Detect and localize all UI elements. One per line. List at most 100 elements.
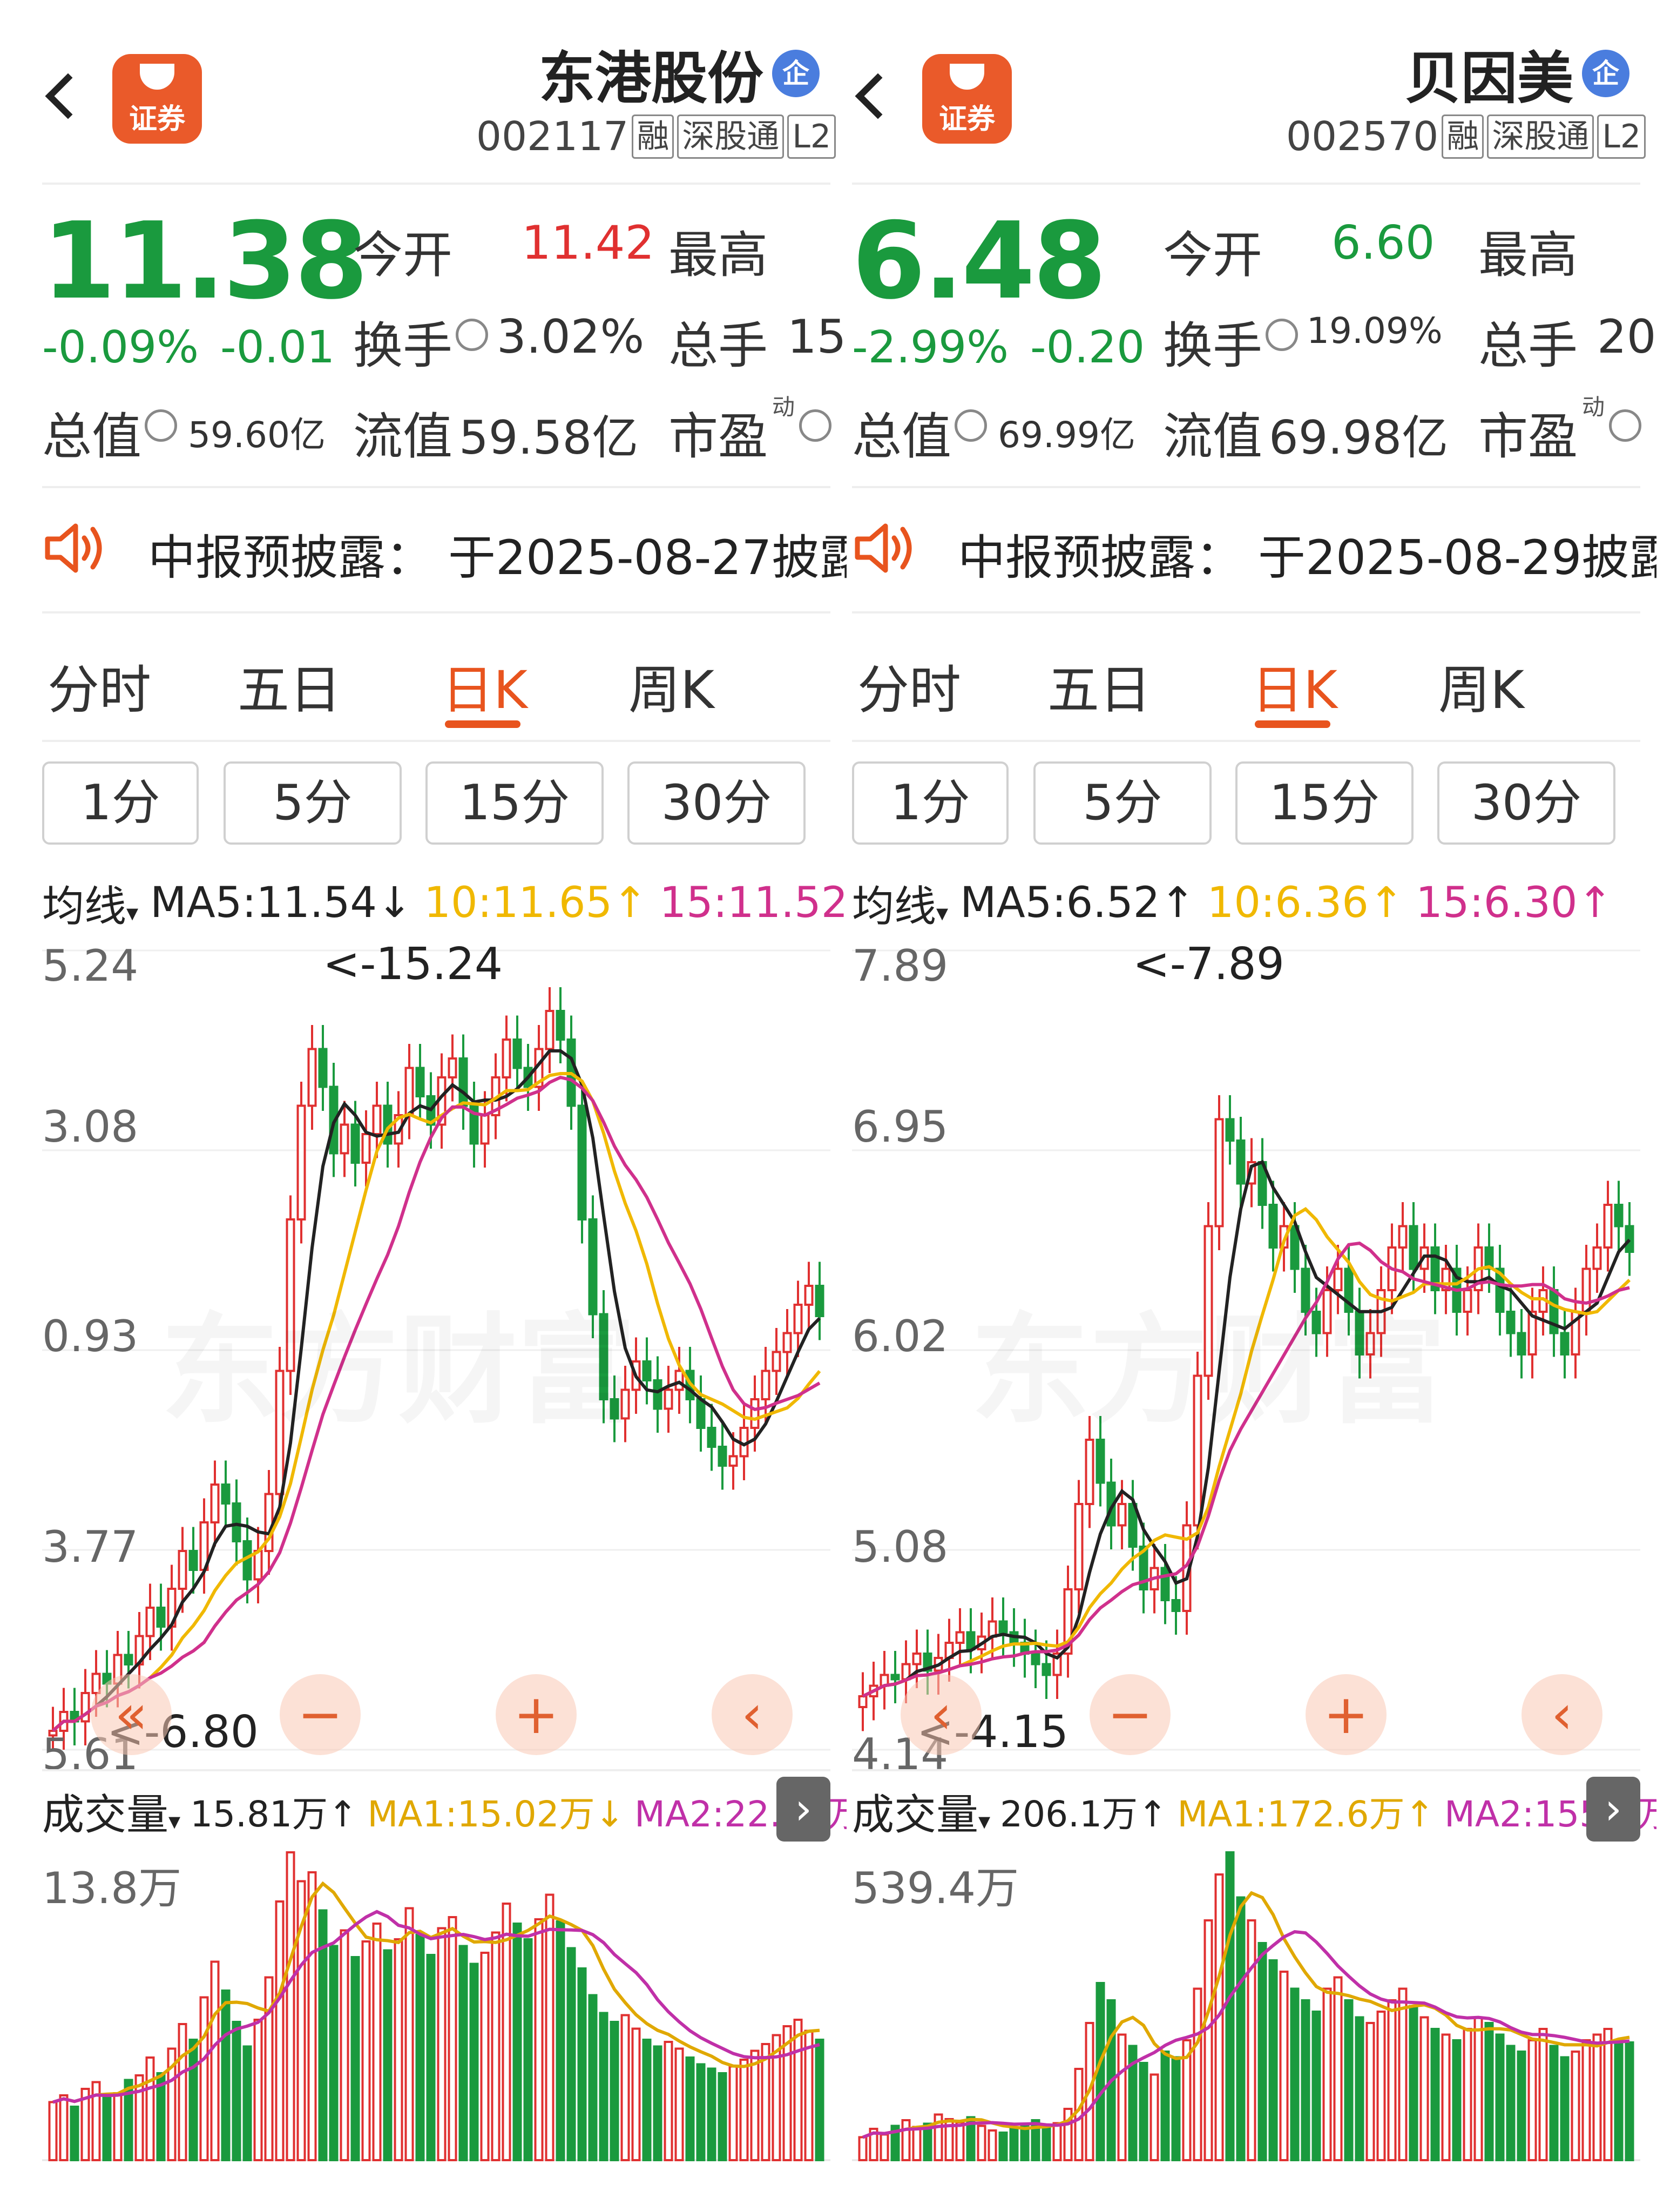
expand-arrow-icon[interactable]: › bbox=[1586, 1777, 1640, 1842]
info-icon[interactable] bbox=[456, 319, 488, 351]
back-arrow-icon[interactable] bbox=[45, 73, 91, 119]
back-arrow-icon[interactable] bbox=[855, 73, 901, 119]
volume-bar bbox=[329, 1945, 339, 2161]
period-30min-button[interactable]: 30分 bbox=[627, 761, 806, 845]
period-1min-button[interactable]: 1分 bbox=[852, 761, 1009, 845]
volume-bar bbox=[242, 2045, 252, 2162]
ma-selector[interactable]: 均线▾ bbox=[852, 882, 949, 931]
volume-bar bbox=[1473, 2016, 1483, 2161]
float-label: 流值 bbox=[1163, 408, 1263, 466]
securities-logo[interactable]: 证券 bbox=[112, 54, 202, 144]
volume-bar bbox=[1560, 2056, 1570, 2161]
tab-intraday[interactable]: 分时 bbox=[48, 660, 151, 720]
ma5-line bbox=[862, 1159, 1631, 1698]
candle-body bbox=[696, 1398, 706, 1429]
volume-bar bbox=[1117, 2033, 1127, 2161]
volume-bar bbox=[1042, 2126, 1051, 2161]
candle-body bbox=[988, 1620, 997, 1638]
zoom-out-button[interactable]: − bbox=[280, 1674, 361, 1755]
volume-bar bbox=[545, 1893, 555, 2161]
candlestick-chart[interactable] bbox=[42, 929, 830, 1766]
change-amount: -0.20 bbox=[1030, 322, 1145, 373]
volume-bar bbox=[653, 2045, 662, 2162]
scroll-left-fast-button[interactable]: ‹ bbox=[901, 1674, 982, 1755]
zoom-in-button[interactable]: + bbox=[1306, 1674, 1387, 1755]
tab-daily-k[interactable]: 日K bbox=[442, 660, 528, 720]
info-icon[interactable] bbox=[1609, 409, 1641, 442]
period-5min-button[interactable]: 5分 bbox=[224, 761, 402, 845]
info-icon[interactable] bbox=[799, 409, 831, 442]
volume-bar bbox=[988, 2129, 997, 2161]
volume-bar bbox=[1052, 2122, 1062, 2161]
candle-body bbox=[91, 1673, 101, 1694]
pe-label: 市盈 bbox=[668, 408, 768, 466]
period-15min-button[interactable]: 15分 bbox=[1235, 761, 1414, 845]
announcement-text[interactable]: 中报预披露： 于2025-08-27披露 bbox=[148, 530, 847, 585]
scroll-left-button[interactable]: ‹ bbox=[1522, 1674, 1602, 1755]
zoom-out-button[interactable]: − bbox=[1090, 1674, 1171, 1755]
tab-five-day[interactable]: 五日 bbox=[238, 660, 341, 720]
stock-panel-left: 证券 东港股份 企 002117 融 深股通 L2 11.38 -0.09% -… bbox=[42, 0, 847, 2212]
watermark: 东方财富 bbox=[161, 1274, 636, 1446]
volume-bar bbox=[80, 2087, 90, 2161]
candle-body bbox=[372, 1104, 382, 1136]
ma5-value: MA5:11.54↓ bbox=[150, 879, 413, 927]
ma10-line bbox=[52, 1071, 821, 1732]
volume-bar bbox=[912, 2126, 922, 2161]
volume-bar bbox=[437, 1927, 447, 2161]
volume-bar bbox=[1311, 2011, 1321, 2161]
tab-daily-k[interactable]: 日K bbox=[1252, 660, 1337, 720]
mcap-value: 59.60亿 bbox=[188, 414, 326, 456]
scroll-left-fast-button[interactable]: « bbox=[91, 1674, 172, 1755]
volume-bar bbox=[966, 2116, 976, 2162]
ma-selector[interactable]: 均线▾ bbox=[42, 882, 139, 931]
tab-weekly-k[interactable]: 周K bbox=[628, 660, 714, 720]
info-icon[interactable] bbox=[955, 409, 987, 442]
volume-bar bbox=[70, 2105, 79, 2161]
price-axis-label: 5.08 bbox=[852, 1522, 949, 1572]
candle-body bbox=[1225, 1118, 1235, 1142]
ma15-line bbox=[52, 1075, 821, 1732]
period-5min-button[interactable]: 5分 bbox=[1033, 761, 1212, 845]
info-icon[interactable] bbox=[145, 409, 177, 442]
candle-body bbox=[361, 1133, 371, 1164]
announcement-text[interactable]: 中报预披露： 于2025-08-29披露 bbox=[958, 530, 1656, 585]
volume-label: 总手 bbox=[668, 317, 768, 375]
high-price-marker: <-7.89 bbox=[1133, 939, 1284, 990]
volume-bar bbox=[761, 2043, 770, 2161]
volume-bar bbox=[890, 2125, 900, 2162]
volume-bar bbox=[59, 2094, 69, 2161]
tab-weekly-k[interactable]: 周K bbox=[1438, 660, 1524, 720]
volume-selector[interactable]: 成交量▾ bbox=[852, 1791, 991, 1839]
period-15min-button[interactable]: 15分 bbox=[425, 761, 604, 845]
securities-logo[interactable]: 证券 bbox=[922, 54, 1012, 144]
period-1min-button[interactable]: 1分 bbox=[42, 761, 199, 845]
volume-bar bbox=[534, 1918, 544, 2161]
expand-arrow-icon[interactable]: › bbox=[776, 1777, 830, 1842]
candle-body bbox=[1160, 1567, 1170, 1601]
volume-selector[interactable]: 成交量▾ bbox=[42, 1791, 181, 1839]
tag-connect: 深股通 bbox=[677, 114, 785, 159]
zoom-in-button[interactable]: + bbox=[496, 1674, 577, 1755]
volume-chart[interactable] bbox=[852, 1836, 1640, 2171]
volume-bar bbox=[210, 1960, 220, 2162]
tab-five-day[interactable]: 五日 bbox=[1047, 660, 1151, 720]
volume-bar bbox=[1625, 2041, 1634, 2161]
period-30min-button[interactable]: 30分 bbox=[1437, 761, 1615, 845]
info-icon[interactable] bbox=[1266, 319, 1298, 351]
volume-bar bbox=[1581, 2039, 1591, 2162]
candlestick-chart[interactable] bbox=[852, 929, 1640, 1766]
tab-intraday[interactable]: 分时 bbox=[857, 660, 961, 720]
price-axis-label: 3.77 bbox=[42, 1522, 139, 1572]
volume-bar bbox=[674, 2047, 684, 2162]
ma15-value: 15:6.30↑ bbox=[1416, 879, 1613, 927]
price-axis-top: 7.89 bbox=[852, 941, 949, 991]
scroll-left-button[interactable]: ‹ bbox=[712, 1674, 793, 1755]
volume-chart[interactable] bbox=[42, 1836, 830, 2171]
candle-body bbox=[1311, 1310, 1321, 1334]
volume-bar bbox=[502, 1903, 511, 2161]
volume-legend: 成交量▾ 206.1万↑ MA1:172.6万↑ MA2:155.0万↑ bbox=[852, 1781, 1656, 1842]
candle-body bbox=[642, 1360, 652, 1382]
candle-body bbox=[1031, 1652, 1040, 1665]
candle-body bbox=[1484, 1246, 1494, 1270]
